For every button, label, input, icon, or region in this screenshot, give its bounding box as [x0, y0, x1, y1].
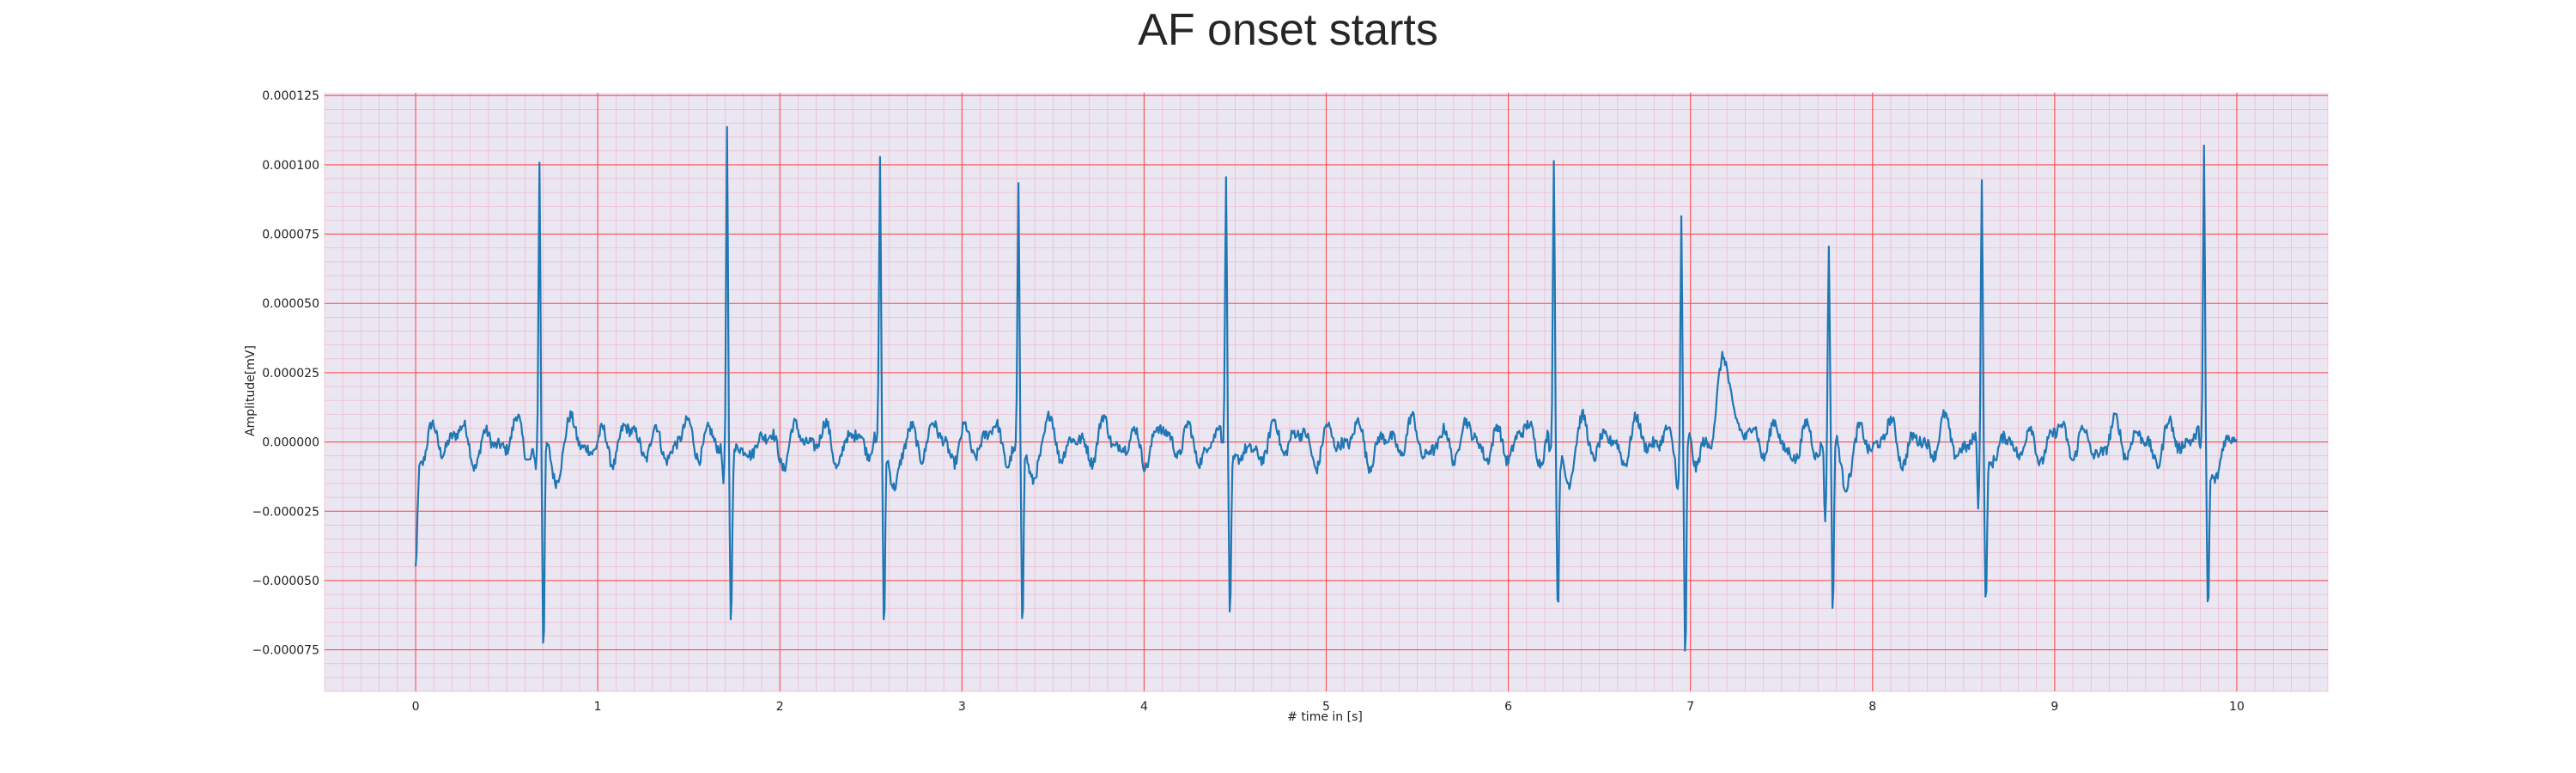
y-tick-label: 0.000125 [262, 89, 319, 103]
x-tick-label: 10 [2229, 700, 2245, 714]
y-tick-label: −0.000075 [252, 644, 319, 658]
x-tick-label: 7 [1686, 700, 1694, 714]
y-tick-label: 0.000075 [262, 228, 319, 242]
x-tick-label: 8 [1868, 700, 1876, 714]
y-tick-label: −0.000025 [252, 505, 319, 519]
x-tick-label: 9 [2050, 700, 2058, 714]
x-axis-label: # time in [s] [1287, 710, 1363, 724]
y-axis-label: Amplitude[mV] [244, 345, 258, 436]
y-tick-label: 0.000000 [262, 436, 319, 450]
major-grid [325, 93, 2328, 691]
x-tick-label: 4 [1140, 700, 1148, 714]
y-tick-label: 0.000100 [262, 159, 319, 173]
y-tick-labels: −0.000075 −0.000050 −0.000025 0.000000 0.000… [252, 89, 319, 657]
x-tick-labels: 0 1 2 3 4 5 6 7 8 9 10 [412, 700, 2245, 714]
x-tick-label: 3 [958, 700, 966, 714]
x-tick-label: 0 [412, 700, 420, 714]
x-tick-label: 1 [594, 700, 602, 714]
y-tick-label: 0.000050 [262, 297, 319, 311]
x-tick-label: 6 [1504, 700, 1512, 714]
x-tick-label: 2 [776, 700, 784, 714]
x-tick-label: 5 [1322, 700, 1330, 714]
chart-title: AF onset starts [1138, 5, 1438, 55]
ecg-signal-line [414, 125, 2238, 652]
y-tick-label: 0.000025 [262, 367, 319, 380]
y-tick-label: −0.000050 [252, 575, 319, 588]
